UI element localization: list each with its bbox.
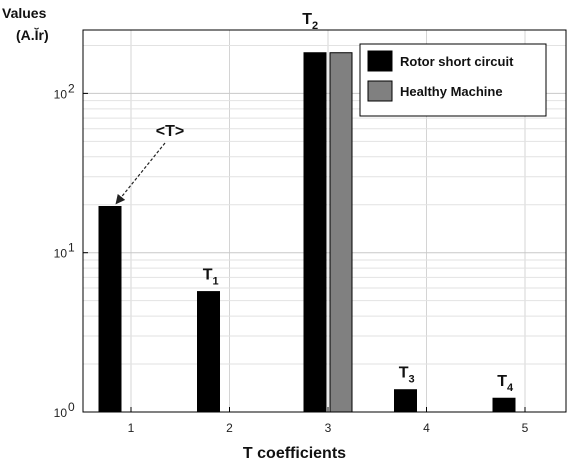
bar-rotor-short-circuit-4 — [394, 389, 417, 413]
coefficient-label-subscript: 1 — [213, 276, 219, 288]
coefficient-label-subscript: 4 — [507, 382, 514, 394]
coefficient-label-base: T — [399, 365, 409, 382]
bar-rotor-short-circuit-5 — [492, 397, 516, 413]
y-tick-exponent: 2 — [68, 81, 75, 95]
x-axis-label: T coefficients — [243, 445, 346, 462]
y-axis-unit-label: (A.Ĭr) — [16, 27, 49, 43]
legend-label-healthy-machine: Healthy Machine — [400, 84, 503, 99]
annotations: <T>T 1T 2T 3 T 4 — [115, 11, 514, 394]
coefficient-label-base: T — [302, 11, 312, 28]
coefficient-label-subscript: 2 — [312, 20, 318, 32]
bar-rotor-short-circuit-2 — [197, 291, 220, 413]
x-tick-label: 1 — [128, 421, 135, 435]
bar-rotor-short-circuit-1 — [98, 205, 122, 413]
x-tick-label: 4 — [423, 421, 430, 435]
y-tick-label: 10 — [54, 406, 68, 420]
coefficient-label-base: T — [497, 373, 507, 390]
x-tick-label: 2 — [226, 421, 233, 435]
legend-swatch-rotor-short-circuit — [367, 50, 393, 72]
legend: Rotor short circuit Healthy Machine — [359, 43, 547, 117]
y-tick-label: 10 — [54, 247, 68, 261]
y-tick-exponent: 1 — [68, 241, 75, 255]
x-tick-label: 5 — [522, 421, 529, 435]
y-axis-label: Values — [2, 5, 47, 21]
legend-swatch-healthy-machine — [367, 80, 393, 102]
plot-frame — [82, 29, 567, 413]
coefficient-label-subscript: 3 — [409, 374, 415, 386]
bars — [98, 52, 516, 413]
annotation-arrow — [115, 142, 166, 205]
bar-rotor-short-circuit-3 — [303, 52, 327, 413]
mean-torque-label: <T> — [156, 123, 184, 140]
bar-healthy-machine-3 — [329, 52, 353, 413]
coefficient-label-base: T — [203, 267, 213, 284]
legend-label-rotor-short-circuit: Rotor short circuit — [400, 54, 514, 69]
y-tick-exponent: 0 — [68, 400, 75, 414]
x-tick-label: 3 — [325, 421, 332, 435]
y-tick-label: 10 — [54, 87, 68, 101]
